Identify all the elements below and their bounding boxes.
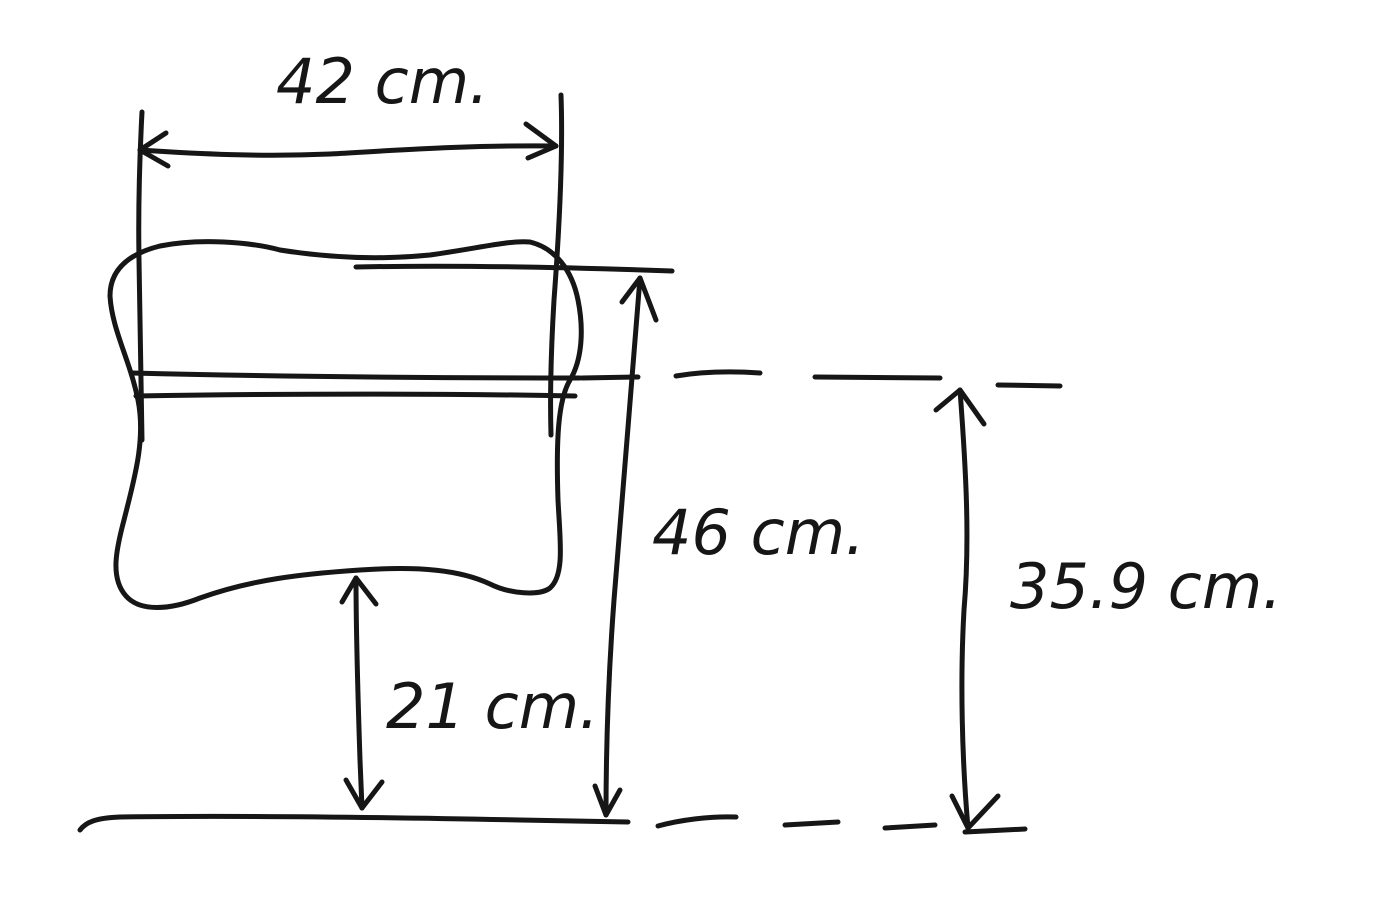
total-height-label: 46 cm. (652, 496, 865, 569)
width-label: 42 cm. (276, 45, 489, 118)
lower-height-label: 35.9 cm. (1010, 550, 1282, 623)
floor-line (77, 813, 631, 833)
sketch-strokes (77, 92, 1063, 835)
gap-dimension-arrow (339, 575, 385, 811)
gap-label: 21 cm. (386, 670, 599, 743)
width-dimension-arrow (137, 121, 559, 169)
cushion-line-upper (129, 370, 583, 381)
floor-dashed-line (655, 814, 1028, 835)
lower-height-dimension-arrow (933, 387, 1001, 831)
cushion-line-lower (133, 391, 578, 399)
seat-cushion-outline (107, 239, 584, 610)
reference-dashed-line (579, 369, 1063, 389)
left-extension-line (136, 109, 145, 443)
total-height-dimension-arrow (592, 275, 659, 818)
seat-top-line (353, 263, 675, 274)
